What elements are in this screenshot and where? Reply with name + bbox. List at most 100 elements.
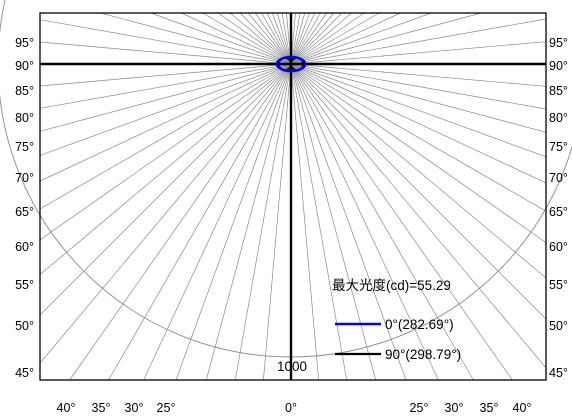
radial-grid-line xyxy=(290,63,547,243)
radial-grid-line xyxy=(290,18,547,65)
bottom-axis-tick-label: 40° xyxy=(57,401,76,415)
left-axis-tick-label: 75° xyxy=(15,140,34,154)
radial-grid-line xyxy=(290,63,547,320)
bottom-axis-tick-label: 25° xyxy=(157,401,176,415)
radial-grid-line xyxy=(39,63,292,182)
radial-grid-line xyxy=(39,63,292,109)
radial-grid-line xyxy=(290,41,547,65)
radial-grid-line xyxy=(39,41,292,65)
radial-grid-line xyxy=(290,12,306,65)
right-axis-tick-label: 45° xyxy=(549,366,568,380)
radial-grid-line xyxy=(263,63,292,381)
legend-label-90: 90°(298.79°) xyxy=(385,347,461,362)
left-axis-tick-label: 60° xyxy=(15,240,34,254)
radial-grid-line xyxy=(100,12,292,65)
radial-grid-line xyxy=(69,63,292,381)
bottom-axis-tick-label: 35° xyxy=(92,401,111,415)
radial-grid-line xyxy=(290,63,547,110)
left-axis-tick-label: 45° xyxy=(15,366,34,380)
radial-grid-line xyxy=(290,12,365,65)
radial-grid-line xyxy=(39,63,292,210)
radial-grid-line xyxy=(290,63,439,381)
radial-grid-line xyxy=(290,12,316,65)
radial-grid-line xyxy=(290,12,343,65)
radial-grid-line xyxy=(290,12,401,65)
left-axis-tick-label: 50° xyxy=(15,319,34,333)
left-axis-tick-label: 90° xyxy=(15,59,34,73)
right-axis-tick-label: 60° xyxy=(549,240,568,254)
radial-grid-line xyxy=(39,63,292,364)
radial-grid-line xyxy=(39,63,292,156)
radial-grid-line xyxy=(247,12,292,65)
radial-grid-line xyxy=(202,12,292,65)
radial-grid-line xyxy=(290,12,321,65)
left-axis-tick-label: 65° xyxy=(15,205,34,219)
plot-frame xyxy=(39,12,547,381)
right-axis-tick-label: 70° xyxy=(549,171,568,185)
bottom-axis-ticks: 40° 35° 30° 25° 0° 25° 30° 35° 40° xyxy=(57,401,532,415)
radial-grid-line xyxy=(290,12,432,65)
radial-grid-line xyxy=(290,63,377,381)
radial-grid-line xyxy=(290,63,547,184)
right-axis-tick-label: 55° xyxy=(549,278,568,292)
radial-grid-line xyxy=(290,63,547,369)
left-axis-tick-label: 95° xyxy=(15,36,34,50)
right-axis-tick-label: 75° xyxy=(549,140,568,154)
radial-grid-line xyxy=(39,63,292,241)
right-axis-tick-label: 85° xyxy=(549,84,568,98)
legend-label-0: 0°(282.69°) xyxy=(385,317,454,332)
radial-grid-line xyxy=(290,12,335,65)
bottom-axis-tick-label: 25° xyxy=(410,401,429,415)
right-axis-tick-label: 95° xyxy=(549,36,568,50)
right-axis-tick-label: 65° xyxy=(549,205,568,219)
radial-grid-line xyxy=(290,63,547,133)
radial-grid-line xyxy=(290,12,353,65)
radial-scale-label: 1000 xyxy=(277,359,307,374)
radial-grid-line xyxy=(261,12,292,65)
radial-grid-line xyxy=(290,63,474,381)
radial-grid-line xyxy=(272,12,292,65)
radial-grid-line xyxy=(290,12,301,65)
left-axis-ticks: 95° 90° 85° 80° 75° 70° 65° 60° 55° 50° 45° xyxy=(15,36,34,380)
radial-grid-line xyxy=(281,12,292,65)
radial-grid-line xyxy=(234,63,292,381)
right-axis-tick-label: 90° xyxy=(549,59,568,73)
radial-grid-line xyxy=(290,63,547,279)
radial-grid-line xyxy=(108,63,292,381)
radial-grid-line xyxy=(175,63,292,381)
bottom-axis-tick-label: 30° xyxy=(125,401,144,415)
radial-grid-line xyxy=(290,63,513,381)
radial-grid-line xyxy=(39,63,292,132)
radial-grid-line xyxy=(255,12,292,65)
radial-grid-line xyxy=(290,12,482,65)
radial-grid-line xyxy=(143,63,292,381)
bottom-axis-tick-label: 40° xyxy=(513,401,532,415)
radial-grid-line xyxy=(290,63,547,212)
radial-grid-line xyxy=(290,63,348,381)
radial-grid-line xyxy=(181,12,292,65)
bottom-axis-tick-label: 0° xyxy=(285,401,297,415)
radial-grid-line xyxy=(290,63,547,158)
left-axis-tick-label: 80° xyxy=(15,111,34,125)
radial-grid-line xyxy=(266,12,292,65)
radial-grid-line xyxy=(217,12,292,65)
bottom-axis-tick-label: 30° xyxy=(445,401,464,415)
radial-grid-line xyxy=(290,63,407,381)
intensity-curve-0 xyxy=(275,55,307,73)
radial-grid-line xyxy=(39,63,292,316)
radial-grid-line xyxy=(239,12,292,65)
left-axis-tick-label: 85° xyxy=(15,84,34,98)
radial-grid-line xyxy=(229,12,292,65)
radial-grid-line xyxy=(290,63,547,87)
radial-grid-line xyxy=(39,63,292,87)
radial-grid-line xyxy=(290,63,319,381)
radial-grid-line xyxy=(290,12,327,65)
bottom-axis-tick-label: 35° xyxy=(480,401,499,415)
left-axis-tick-label: 70° xyxy=(15,171,34,185)
right-axis-tick-label: 50° xyxy=(549,319,568,333)
radial-grid-line xyxy=(39,19,292,65)
radial-grid-lines xyxy=(39,12,547,381)
left-axis-tick-label: 55° xyxy=(15,278,34,292)
max-intensity-label: 最大光度(cd)=55.29 xyxy=(332,278,451,293)
